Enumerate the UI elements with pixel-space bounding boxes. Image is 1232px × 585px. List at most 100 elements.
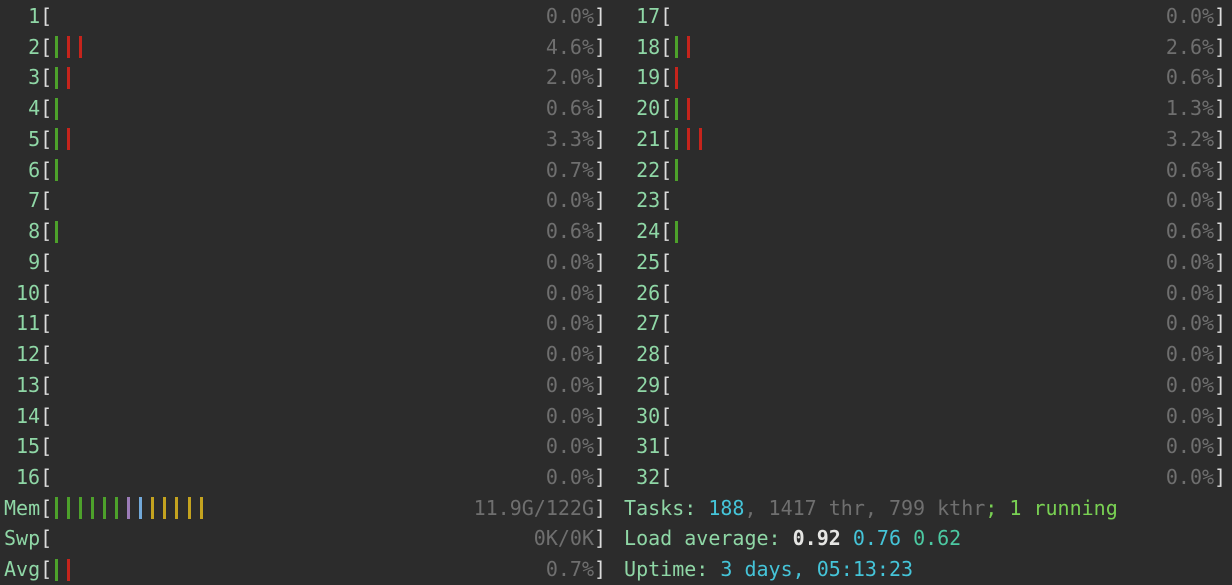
close-bracket: ] — [1214, 34, 1227, 59]
open-bracket: [ — [660, 188, 673, 213]
cpu-row: 10[0.0%] 26[0.0%] — [4, 278, 1232, 309]
cpu-bars — [672, 32, 696, 63]
cpu-label: 27 — [636, 311, 661, 336]
memory-usage-bar-green — [88, 497, 100, 520]
cpu-label: 2 — [28, 34, 41, 59]
cpu-row: 2[4.6%] 18[2.6%] — [4, 32, 1232, 63]
close-bracket: ] — [1214, 157, 1227, 182]
cpu-bar-area: 2.0% — [52, 62, 594, 93]
memory-usage-bar-blue — [136, 497, 148, 520]
cpu-usage-bar-red — [672, 66, 684, 89]
cpu-label: 6 — [28, 157, 41, 182]
memory-bars — [52, 493, 208, 524]
cpu-value: 0.6% — [1165, 157, 1215, 182]
cpu-usage-bar-green — [52, 66, 64, 89]
cpu-usage-bar-green — [672, 128, 684, 151]
open-bracket: [ — [660, 126, 673, 151]
memory-row: Mem[11.9G/122G] Tasks: 188, 1417 thr, 799… — [4, 493, 1232, 524]
cpu-meter: 26[0.0%] — [624, 278, 1226, 309]
cpu-meter: 27[0.0%] — [624, 308, 1226, 339]
cpu-usage-bar-green — [52, 97, 64, 120]
cpu-meter: 1[0.0%] — [4, 1, 606, 32]
cpu-bars — [672, 93, 696, 124]
close-bracket: ] — [1214, 372, 1227, 397]
open-bracket: [ — [40, 219, 53, 244]
cpu-row: 12[0.0%] 28[0.0%] — [4, 339, 1232, 370]
swap-label: Swp — [4, 526, 41, 551]
cpu-value: 0.6% — [1165, 219, 1215, 244]
memory-usage-bar-yellow — [185, 497, 197, 520]
open-bracket: [ — [660, 280, 673, 305]
tasks-line-segment: 1 running — [1009, 495, 1118, 520]
cpu-meter: 25[0.0%] — [624, 247, 1226, 278]
column-gap — [606, 108, 624, 109]
close-bracket: ] — [1214, 65, 1227, 90]
cpu-meter: 23[0.0%] — [624, 185, 1226, 216]
close-bracket: ] — [1214, 249, 1227, 274]
cpu-bar-area: 0.6% — [672, 216, 1214, 247]
cpu-value: 0.0% — [1165, 434, 1215, 459]
tasks-line-segment: , 1417 thr, 799 kthr — [744, 495, 986, 520]
cpu-value: 0.0% — [545, 311, 594, 336]
average-usage-bar-green — [52, 558, 64, 581]
cpu-bar-area: 0.0% — [672, 247, 1214, 278]
open-bracket: [ — [660, 219, 673, 244]
close-bracket: ] — [594, 557, 607, 582]
open-bracket: [ — [40, 557, 53, 582]
average-row: Avg[0.7%] Uptime: 3 days, 05:13:23 — [4, 554, 1232, 585]
cpu-usage-bar-green — [672, 97, 684, 120]
cpu-row: 14[0.0%] 30[0.0%] — [4, 401, 1232, 432]
cpu-usage-bar-green — [672, 159, 684, 182]
column-gap — [606, 139, 624, 140]
memory-usage-bar-green — [76, 497, 88, 520]
close-bracket: ] — [1214, 434, 1227, 459]
cpu-label: 7 — [28, 188, 41, 213]
cpu-label: 14 — [16, 403, 41, 428]
average-label: Avg — [4, 557, 41, 582]
cpu-bars — [52, 62, 76, 93]
cpu-value: 0.0% — [1165, 403, 1215, 428]
load-average-line-segment: 0.76 — [852, 526, 914, 551]
cpu-meter: 19[0.6%] — [624, 62, 1226, 93]
cpu-value: 0.0% — [545, 249, 594, 274]
tasks-line-segment: Tasks: — [624, 495, 709, 520]
tasks-line-segment: ; — [985, 495, 1010, 520]
cpu-usage-bar-green — [52, 36, 64, 59]
close-bracket: ] — [594, 3, 607, 28]
cpu-value: 0.0% — [1165, 311, 1215, 336]
open-bracket: [ — [660, 3, 673, 28]
cpu-value: 0.0% — [1165, 280, 1215, 305]
close-bracket: ] — [1214, 188, 1227, 213]
cpu-row: 9[0.0%] 25[0.0%] — [4, 247, 1232, 278]
swap-meter: Swp[0K/0K] — [4, 523, 606, 554]
cpu-usage-bar-green — [52, 220, 64, 243]
cpu-meter: 8[0.6%] — [4, 216, 606, 247]
cpu-bars — [52, 32, 88, 63]
cpu-bar-area: 0.0% — [52, 462, 594, 493]
column-gap — [606, 569, 624, 570]
cpu-meter: 31[0.0%] — [624, 431, 1226, 462]
cpu-value: 2.6% — [1165, 34, 1215, 59]
cpu-usage-bar-red — [64, 128, 76, 151]
column-gap — [606, 385, 624, 386]
open-bracket: [ — [660, 403, 673, 428]
cpu-bar-area: 0.0% — [52, 370, 594, 401]
cpu-bars — [52, 124, 76, 155]
open-bracket: [ — [40, 249, 53, 274]
column-gap — [606, 16, 624, 17]
cpu-row: 8[0.6%] 24[0.6%] — [4, 216, 1232, 247]
cpu-bar-area: 3.3% — [52, 124, 594, 155]
cpu-label: 25 — [636, 249, 661, 274]
memory-usage-bar-green — [52, 497, 64, 520]
cpu-bar-area: 0.0% — [672, 339, 1214, 370]
open-bracket: [ — [660, 434, 673, 459]
cpu-usage-bar-green — [672, 220, 684, 243]
tasks-line-segment: 188 — [708, 495, 745, 520]
close-bracket: ] — [594, 249, 607, 274]
cpu-meter: 12[0.0%] — [4, 339, 606, 370]
open-bracket: [ — [660, 372, 673, 397]
cpu-row: 16[0.0%] 32[0.0%] — [4, 462, 1232, 493]
open-bracket: [ — [40, 3, 53, 28]
cpu-bar-area: 0.6% — [672, 62, 1214, 93]
